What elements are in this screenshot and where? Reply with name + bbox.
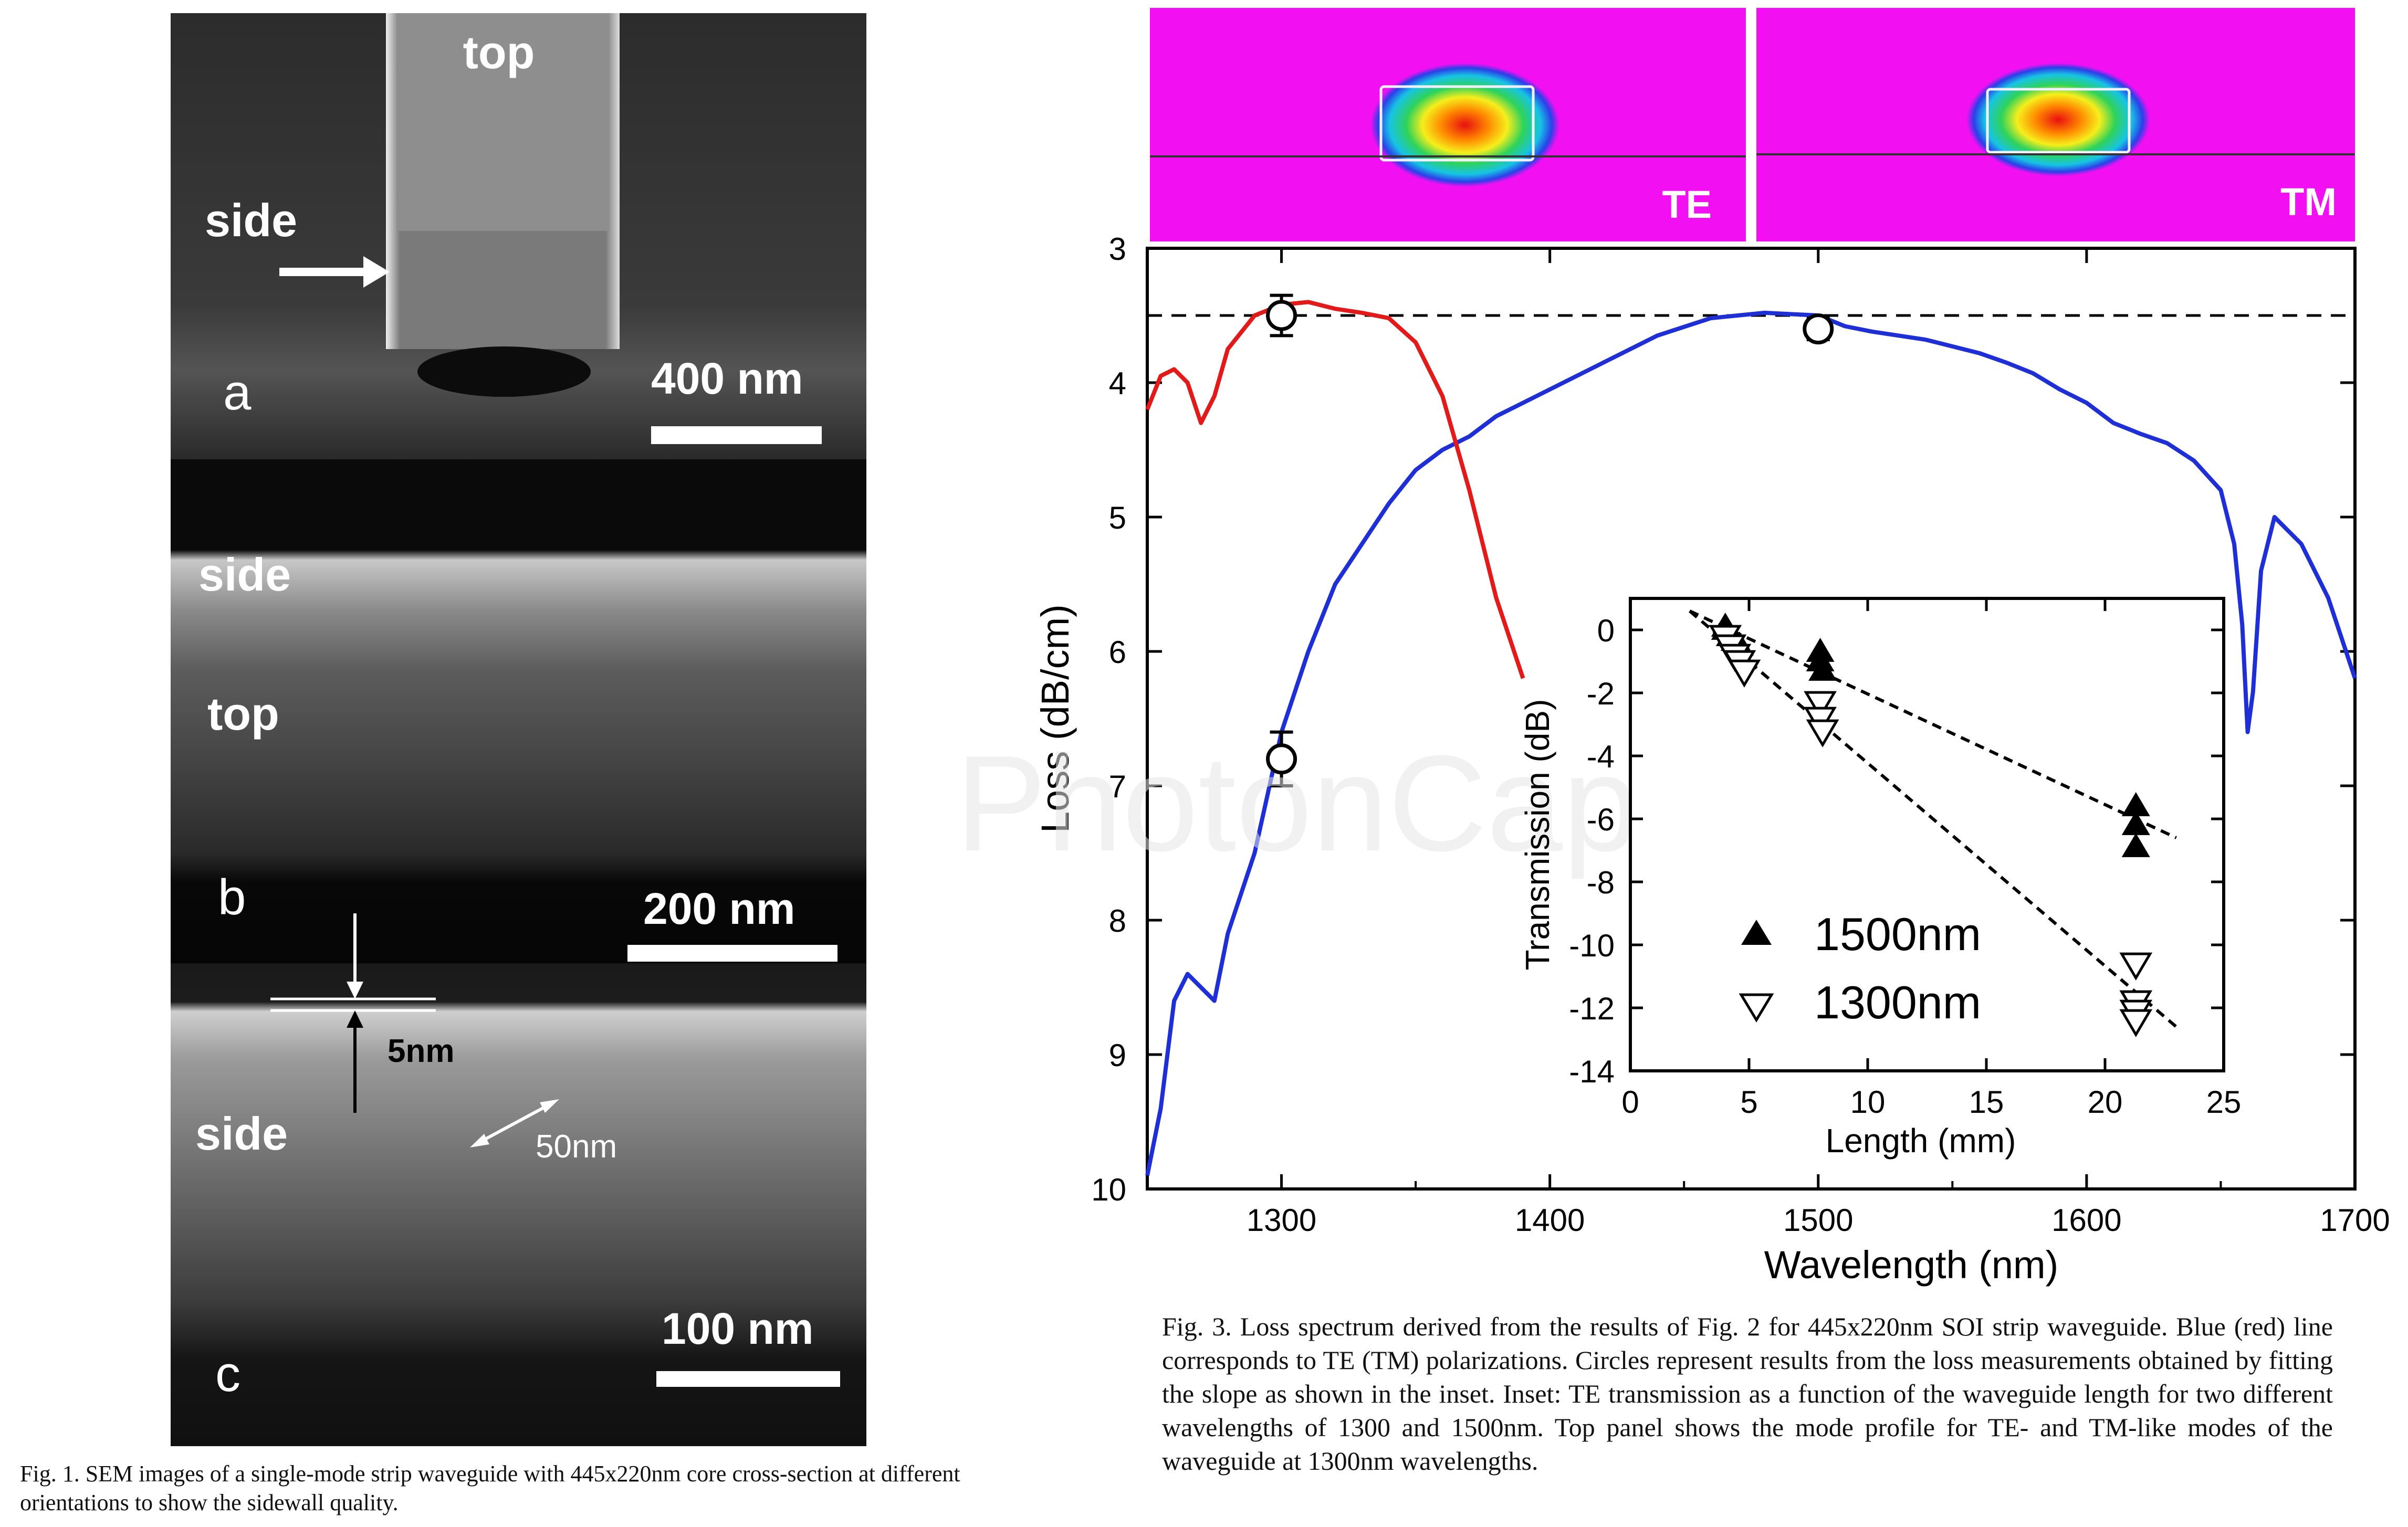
- tm-mode-spot: [1966, 63, 2150, 176]
- inset-point-1500nm-7: [1808, 657, 1837, 681]
- x-tick-label-1300: 1300: [1247, 1203, 1316, 1238]
- inset-point-1300nm-5: [1804, 691, 1837, 719]
- main-y-axis-label: Loss (dB/cm): [1033, 604, 1077, 833]
- sem-c-scale-bar: [656, 1371, 840, 1387]
- sem-b-panel-letter: b: [218, 869, 246, 925]
- legend-1500nm-marker: [1741, 920, 1772, 945]
- y-tick-label-5: 5: [1109, 500, 1126, 535]
- inset-point-1300nm-4: [1728, 659, 1761, 688]
- y-tick-label-9: 9: [1109, 1038, 1126, 1073]
- figure3-caption: Fig. 3. Loss spectrum derived from the r…: [1162, 1312, 2333, 1476]
- te-mode-label: TE: [1662, 183, 1712, 226]
- sem-a-scale-label: 400 nm: [651, 354, 803, 403]
- inset-y-axis-label: Transmission (dB): [1519, 699, 1556, 971]
- mode-profile-tm: TM: [1756, 8, 2355, 241]
- main-series-group: [1145, 293, 2357, 1176]
- tm-core-outline: [1986, 88, 2131, 154]
- sem-b-scale-label: 200 nm: [643, 884, 795, 933]
- legend-1300nm-marker: [1739, 993, 1774, 1023]
- sem-c-side-label: side: [195, 1108, 288, 1160]
- inset-point-1300nm-7: [1806, 719, 1839, 747]
- inset-x-tick-label-0: 0: [1621, 1084, 1639, 1120]
- sem-c-period-label: 50nm: [536, 1129, 617, 1165]
- y-tick-label-3: 3: [1109, 231, 1126, 267]
- sem-c-period-arrow: [479, 1103, 550, 1143]
- te-core-outline: [1379, 85, 1535, 162]
- sem-panel-a: top side a 400 nm: [171, 13, 866, 459]
- series-line-tm: [1145, 300, 1525, 679]
- inset-series-group: [1689, 609, 2177, 1037]
- y-tick-label-6: 6: [1109, 635, 1126, 670]
- te-mode-spot: [1370, 63, 1559, 187]
- sem-a-scale-bar: [651, 426, 822, 444]
- undercut-shadow: [417, 346, 591, 397]
- sem-c-period-arrow-head-right: [540, 1099, 559, 1113]
- inset-y-tick-label--4: -4: [1587, 739, 1615, 774]
- sem-c-up-arrow-head: [347, 1010, 363, 1028]
- legend-1300nm-label: 1300nm: [1814, 976, 1981, 1028]
- sem-b-scale-bar: [627, 945, 837, 962]
- sem-a-panel-letter: a: [223, 364, 252, 420]
- inset-point-1500nm-9: [2121, 811, 2150, 835]
- mode-profile-te: TE: [1150, 8, 1746, 241]
- tm-mode-label: TM: [2280, 180, 2337, 224]
- inset-point-1500nm-10: [2121, 833, 2150, 857]
- legend-1500nm-label: 1500nm: [1814, 908, 1981, 960]
- x-tick-label-1700: 1700: [2320, 1203, 2390, 1238]
- inset-y-tick-label-0: 0: [1597, 613, 1615, 648]
- inset-y-tick-label--6: -6: [1587, 802, 1615, 837]
- sem-c-thickness-label: 5nm: [388, 1033, 454, 1069]
- y-tick-label-8: 8: [1109, 903, 1126, 939]
- measurement-point-2: [1803, 313, 1834, 345]
- sem-panel-c: 5nm 50nm side c 100 nm: [171, 913, 866, 1446]
- inset-point-1500nm-8: [2121, 792, 2150, 816]
- y-tick-label-4: 4: [1109, 366, 1126, 401]
- inset-x-tick-label-5: 5: [1740, 1084, 1757, 1120]
- fit-1300nm-line: [1689, 609, 2177, 1028]
- sem-b-side-label: side: [198, 549, 291, 601]
- inset-axes: 0 5 10 15 20 25 0 -2 -4 -6 -8 -10 -12 -14: [1569, 598, 2241, 1120]
- sem-c-period-arrow-head-left: [470, 1134, 489, 1147]
- x-tick-label-1400: 1400: [1515, 1203, 1585, 1238]
- y-tick-label-10: 10: [1091, 1172, 1126, 1207]
- sem-c-panel-letter: c: [215, 1346, 240, 1402]
- sem-panel-b: side top b 200 nm: [171, 459, 866, 963]
- main-x-axis-label: Wavelength (nm): [1764, 1243, 2059, 1287]
- measurement-point-0: [1266, 300, 1297, 331]
- inset-x-tick-label-20: 20: [2088, 1084, 2123, 1120]
- sem-a-top-label: top: [463, 26, 535, 78]
- inset-x-axis-label: Length (mm): [1826, 1122, 2016, 1160]
- fit-1500nm-line: [1689, 609, 2177, 839]
- inset-x-tick-label-10: 10: [1850, 1084, 1886, 1120]
- x-tick-label-1600: 1600: [2051, 1203, 2121, 1238]
- inset-x-tick-label-25: 25: [2206, 1084, 2242, 1120]
- inset-y-tick-label--8: -8: [1587, 865, 1615, 900]
- sem-a-side-label: side: [205, 194, 297, 246]
- sem-c-down-arrow-head: [347, 982, 363, 999]
- measurement-point-1: [1266, 743, 1297, 775]
- x-tick-label-1500: 1500: [1783, 1203, 1853, 1238]
- sem-c-scale-label: 100 nm: [662, 1304, 814, 1353]
- y-tick-label-7: 7: [1109, 769, 1126, 804]
- series-line-te: [1145, 310, 2357, 1176]
- inset-y-tick-label--12: -12: [1569, 991, 1615, 1026]
- transmission-inset-chart: 0 5 10 15 20 25 0 -2 -4 -6 -8 -10 -12 -14 1500nm 1300…: [1519, 597, 2241, 1160]
- sem-b-background: [171, 459, 866, 963]
- sem-c-background: [171, 963, 866, 1446]
- inset-point-1300nm-11: [2119, 1009, 2153, 1037]
- inset-y-tick-label--14: -14: [1569, 1054, 1615, 1089]
- sem-b-top-label: top: [207, 688, 279, 740]
- inset-x-tick-label-15: 15: [1969, 1084, 2004, 1120]
- inset-y-tick-label--10: -10: [1569, 928, 1615, 963]
- inset-y-tick-label--2: -2: [1587, 676, 1615, 711]
- inset-point-1300nm-8: [2119, 952, 2153, 981]
- figure1-caption: Fig. 1. SEM images of a single-mode stri…: [20, 1461, 960, 1515]
- waveguide-top-surface: [396, 13, 609, 231]
- watermark-text: PhotonCap: [955, 728, 1638, 880]
- sem-a-arrow-head: [363, 256, 390, 288]
- inset-legend: 1500nm 1300nm: [1739, 908, 1981, 1028]
